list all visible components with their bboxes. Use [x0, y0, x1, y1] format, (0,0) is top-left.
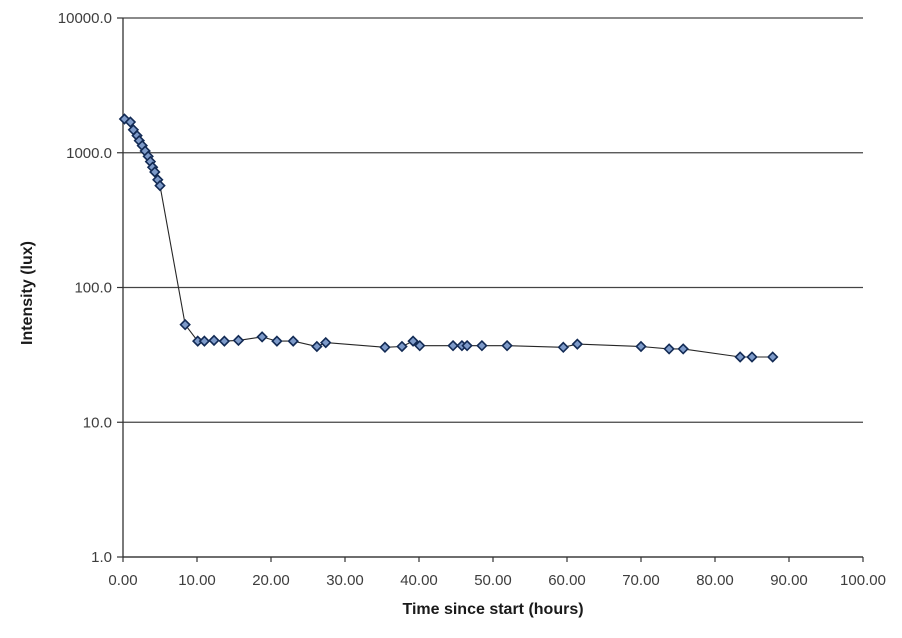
- data-point: [218, 335, 231, 347]
- x-tick-label: 90.00: [770, 572, 808, 589]
- data-point: [571, 338, 584, 350]
- x-tick-label: 20.00: [252, 572, 290, 589]
- x-tick-label: 60.00: [548, 572, 586, 589]
- x-tick-label: 10.00: [178, 572, 216, 589]
- data-point: [179, 318, 191, 331]
- data-point: [557, 341, 570, 354]
- x-axis-title: Time since start (hours): [402, 601, 583, 618]
- data-point: [663, 343, 675, 355]
- data-point: [198, 335, 211, 347]
- data-point: [232, 334, 245, 347]
- data-point: [379, 341, 391, 354]
- data-point: [208, 334, 220, 347]
- gridlines: [123, 17, 863, 558]
- y-tick-label: 1000.0: [66, 145, 112, 162]
- x-tick-label: 70.00: [622, 572, 660, 589]
- data-point: [407, 335, 419, 347]
- y-tick-label: 10.0: [83, 414, 112, 431]
- y-tick-label: 100.0: [74, 280, 112, 297]
- data-point: [149, 166, 161, 178]
- y-tick-label: 10000.0: [58, 10, 112, 27]
- x-tick-label: 100.00: [840, 572, 886, 589]
- data-point: [287, 335, 299, 347]
- x-tick-label: 0.00: [108, 572, 137, 589]
- axes: 10000.0 1000.0 100.0 10.0 1.0 0.00 10.00 20.00 3…: [58, 10, 886, 589]
- data-point: [766, 351, 779, 363]
- data-point: [311, 340, 323, 353]
- x-tick-label: 80.00: [696, 572, 734, 589]
- series-line: [124, 118, 773, 358]
- data-point: [271, 335, 283, 347]
- data-point: [476, 339, 488, 352]
- y-axis-title: Intensity (lux): [19, 241, 36, 345]
- series-intensity: [118, 113, 779, 363]
- data-point: [124, 116, 137, 128]
- x-tick-label: 40.00: [400, 572, 438, 589]
- data-point: [461, 339, 473, 352]
- x-tick-label: 30.00: [326, 572, 364, 589]
- data-point: [501, 339, 513, 352]
- data-point: [154, 179, 166, 192]
- data-point: [447, 339, 459, 352]
- y-tick-label: 1.0: [91, 549, 112, 566]
- data-point: [677, 343, 689, 355]
- data-point: [734, 351, 746, 363]
- data-point: [635, 340, 647, 353]
- data-point: [256, 331, 268, 343]
- data-point: [414, 339, 426, 352]
- x-tick-label: 50.00: [474, 572, 512, 589]
- data-point: [396, 340, 408, 353]
- data-point: [320, 336, 332, 349]
- data-point: [746, 351, 758, 363]
- data-point: [118, 113, 131, 125]
